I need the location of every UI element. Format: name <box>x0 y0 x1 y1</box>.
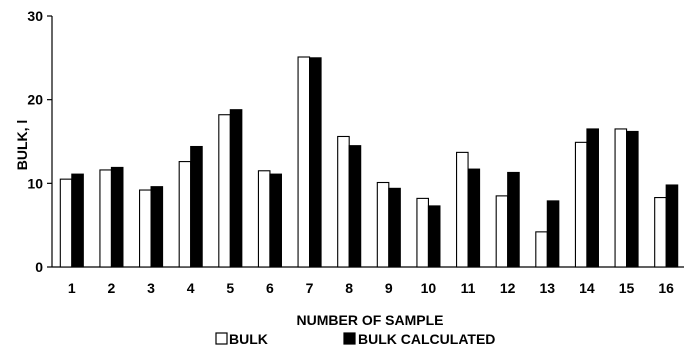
y-tick-label: 20 <box>27 92 43 108</box>
bar-bulk-calculated <box>229 109 243 268</box>
bar-bulk-calculated <box>586 128 599 268</box>
bar-bulk <box>139 189 152 268</box>
legend-swatch-bulk-calculated <box>343 332 356 345</box>
bar-bulk <box>218 114 231 268</box>
bar-bulk <box>456 151 469 268</box>
x-tick-label: 6 <box>266 280 274 296</box>
x-tick-label: 7 <box>306 280 314 296</box>
legend-label-bulk: BULK <box>229 331 268 347</box>
bar-bulk <box>59 178 73 268</box>
bar-bulk <box>297 56 311 268</box>
x-tick-label: 14 <box>579 280 595 296</box>
bar-bulk-calculated <box>665 184 679 268</box>
bar-bulk-calculated <box>388 187 401 268</box>
x-tick-label: 15 <box>619 280 635 296</box>
legend-label-bulk-calculated: BULK CALCULATED <box>358 331 495 347</box>
bar-bulk-calculated <box>71 173 84 268</box>
x-axis-label: NUMBER OF SAMPLE <box>297 312 444 328</box>
bar-bulk <box>654 197 667 268</box>
y-tick-label: 30 <box>27 8 43 24</box>
bar-bulk <box>99 169 112 268</box>
y-tick-label: 0 <box>35 259 43 275</box>
y-axis-label: BULK, l <box>14 120 30 171</box>
bar-bulk <box>574 141 588 268</box>
bar-bulk <box>337 135 350 268</box>
y-tick-label: 10 <box>27 175 43 191</box>
bar-bulk-calculated <box>546 200 560 268</box>
bar-bulk <box>178 161 192 268</box>
x-tick-label: 13 <box>540 280 556 296</box>
bar-bulk-calculated <box>110 166 124 268</box>
bar-bulk-calculated <box>269 173 282 268</box>
x-tick-label: 16 <box>658 280 674 296</box>
bar-bulk-calculated <box>348 145 362 268</box>
bar-bulk <box>257 170 271 268</box>
x-tick-label: 2 <box>108 280 116 296</box>
x-tick-label: 12 <box>500 280 516 296</box>
x-tick-label: 1 <box>68 280 76 296</box>
x-tick-label: 5 <box>226 280 234 296</box>
bars <box>59 56 679 268</box>
bar-bulk-calculated <box>507 171 520 268</box>
x-tick-label: 8 <box>345 280 353 296</box>
bar-bulk-calculated <box>150 186 164 268</box>
x-tick-label: 11 <box>461 280 476 296</box>
legend: BULK BULK CALCULATED <box>215 331 495 347</box>
x-tick-label: 10 <box>421 280 437 296</box>
bar-bulk-calculated <box>467 168 481 268</box>
bar-bulk-calculated <box>309 57 322 268</box>
legend-swatch-bulk <box>215 332 228 345</box>
bar-bulk-calculated <box>427 205 441 268</box>
bar-bulk-calculated <box>626 130 639 268</box>
x-axis-ticks: 1 2 3 4 5 6 7 8 9 10 11 12 13 14 15 16 <box>68 280 674 296</box>
x-tick-label: 4 <box>187 280 195 296</box>
bar-bulk-calculated <box>190 145 203 268</box>
bar-bulk <box>495 195 509 268</box>
bar-bulk <box>376 181 390 268</box>
x-tick-label: 3 <box>147 280 155 296</box>
bar-bulk <box>614 128 628 268</box>
y-axis-ticks: 0 10 20 30 <box>27 8 52 275</box>
bar-bulk <box>535 231 548 268</box>
x-tick-label: 9 <box>385 280 393 296</box>
bar-bulk <box>416 197 429 268</box>
